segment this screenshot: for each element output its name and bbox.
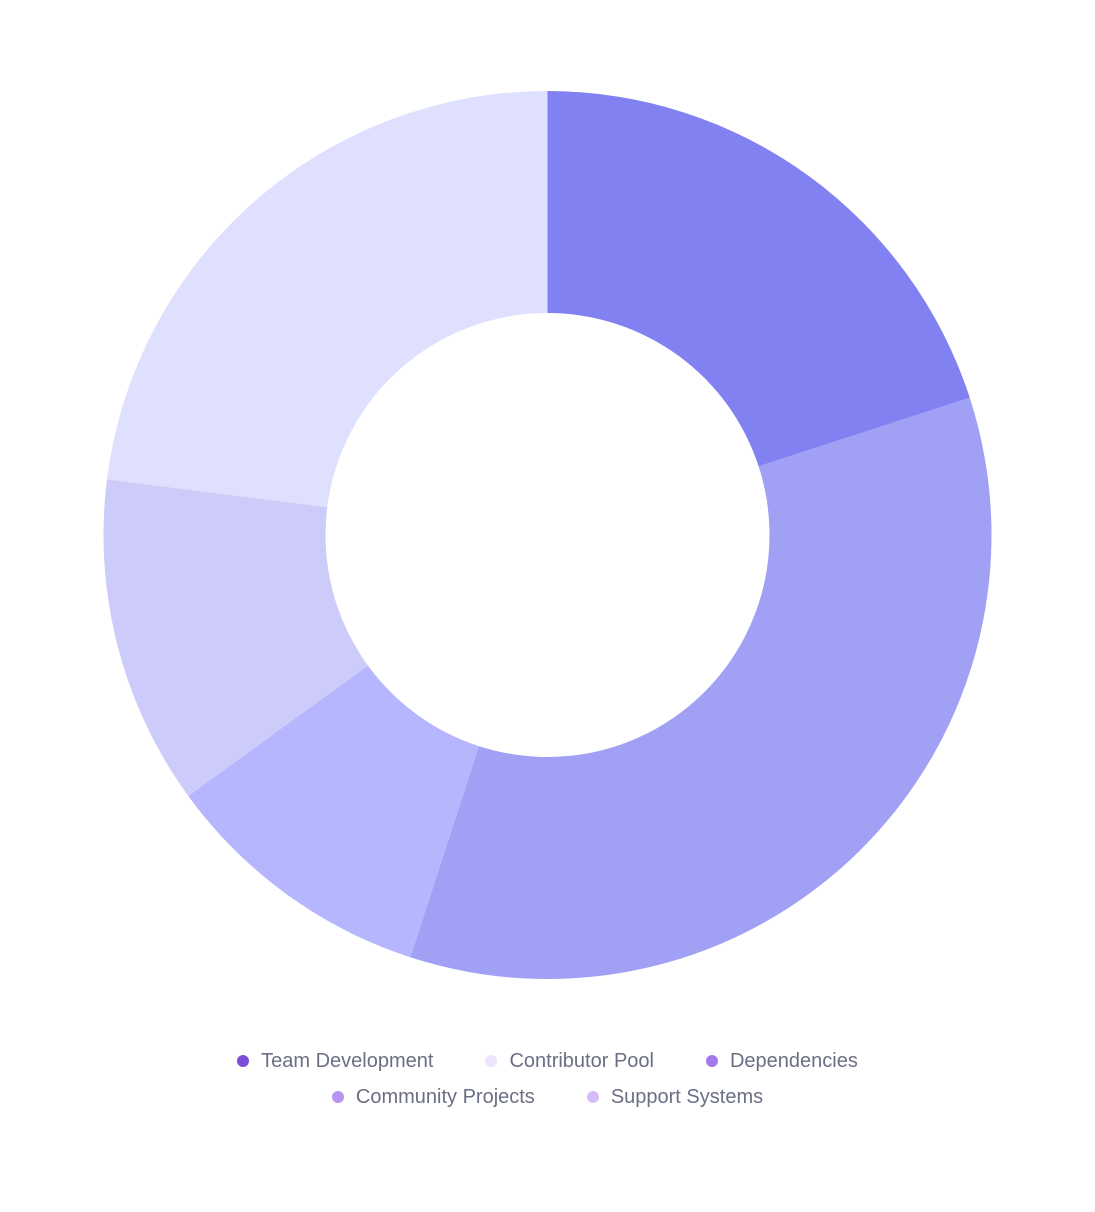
legend-swatch-team-development [237, 1055, 250, 1067]
donut-slice-contributor-pool [410, 397, 992, 980]
legend-row-2: Community Projects Support Systems [331, 1086, 764, 1108]
donut-slice-community-projects [103, 479, 368, 796]
legend-item-team-development: Team Development [237, 1050, 433, 1072]
legend-label-contributor-pool: Contributor Pool [509, 1050, 654, 1072]
legend-swatch-dependencies [705, 1055, 718, 1067]
legend-item-dependencies: Dependencies [705, 1050, 858, 1072]
donut-slice-team-development [547, 91, 970, 467]
donut-chart-plot [103, 91, 992, 980]
legend-label-dependencies: Dependencies [729, 1050, 858, 1072]
legend-item-support-systems: Support Systems [586, 1086, 764, 1108]
legend-item-contributor-pool: Contributor Pool [485, 1050, 654, 1072]
legend-label-team-development: Team Development [261, 1050, 434, 1072]
legend-swatch-contributor-pool [485, 1055, 498, 1067]
legend-swatch-community-projects [331, 1091, 344, 1103]
donut-slice-dependencies [188, 665, 479, 958]
legend-row-1: Team Development Contributor Pool Depend… [237, 1050, 858, 1072]
legend-label-community-projects: Community Projects [355, 1086, 535, 1108]
legend-item-community-projects: Community Projects [331, 1086, 535, 1108]
legend-label-support-systems: Support Systems [610, 1086, 764, 1108]
legend-swatch-support-systems [586, 1091, 599, 1103]
donut-slice-support-systems [107, 91, 548, 508]
chart-legend: Team Development Contributor Pool Depend… [0, 1050, 1095, 1108]
